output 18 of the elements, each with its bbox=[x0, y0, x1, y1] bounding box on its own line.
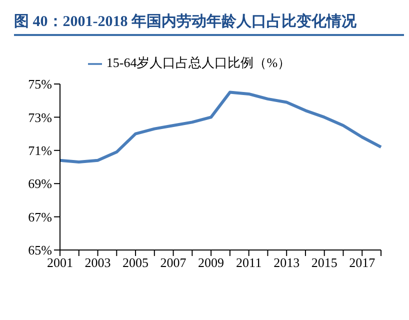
y-tick-label: 73% bbox=[28, 110, 52, 125]
x-tick-label: 2015 bbox=[311, 255, 338, 270]
y-tick-label: 69% bbox=[28, 176, 52, 192]
y-tick-label: 75% bbox=[28, 76, 52, 92]
line-series bbox=[58, 90, 382, 164]
legend-label: 15-64岁人口占总人口比例（%） bbox=[106, 55, 291, 70]
y-tick-label: 67% bbox=[28, 209, 52, 224]
x-tick-label: 2001 bbox=[47, 255, 73, 270]
x-tick-label: 2005 bbox=[122, 255, 149, 270]
x-tick-label: 2009 bbox=[198, 255, 224, 270]
x-tick-label: 2013 bbox=[274, 255, 300, 270]
x-tick-label: 2003 bbox=[84, 255, 111, 270]
chart-title: 图 40：2001-2018 年国内劳动年龄人口占比变化情况 bbox=[14, 12, 356, 31]
y-tick-label: 65% bbox=[28, 242, 52, 258]
x-tick-label: 2017 bbox=[349, 255, 376, 270]
x-tick-label: 2007 bbox=[160, 255, 187, 270]
x-tick-label: 2011 bbox=[236, 255, 262, 270]
y-tick-label: 71% bbox=[28, 143, 52, 158]
